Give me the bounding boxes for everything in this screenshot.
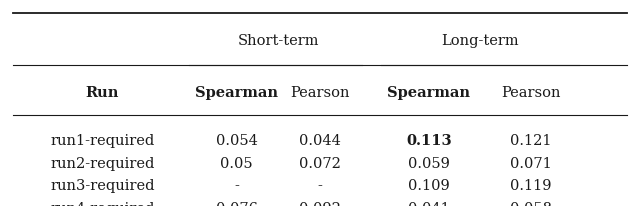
Text: Spearman: Spearman: [387, 86, 470, 100]
Text: Run: Run: [86, 86, 119, 100]
Text: 0.092: 0.092: [299, 201, 341, 206]
Text: 0.05: 0.05: [221, 156, 253, 170]
Text: 0.119: 0.119: [511, 178, 552, 192]
Text: 0.059: 0.059: [408, 156, 450, 170]
Text: 0.113: 0.113: [406, 133, 452, 147]
Text: 0.121: 0.121: [511, 133, 552, 147]
Text: Pearson: Pearson: [502, 86, 561, 100]
Text: run3-required: run3-required: [50, 178, 155, 192]
Text: 0.058: 0.058: [510, 201, 552, 206]
Text: Spearman: Spearman: [195, 86, 278, 100]
Text: -: -: [234, 178, 239, 192]
Text: 0.076: 0.076: [216, 201, 258, 206]
Text: Pearson: Pearson: [291, 86, 349, 100]
Text: run2-required: run2-required: [50, 156, 155, 170]
Text: 0.109: 0.109: [408, 178, 450, 192]
Text: 0.071: 0.071: [510, 156, 552, 170]
Text: 0.054: 0.054: [216, 133, 258, 147]
Text: 0.044: 0.044: [299, 133, 341, 147]
Text: 0.041: 0.041: [408, 201, 450, 206]
Text: run4-required: run4-required: [50, 201, 155, 206]
Text: 0.072: 0.072: [299, 156, 341, 170]
Text: Long-term: Long-term: [441, 34, 519, 48]
Text: run1-required: run1-required: [51, 133, 154, 147]
Text: Short-term: Short-term: [237, 34, 319, 48]
Text: -: -: [317, 178, 323, 192]
